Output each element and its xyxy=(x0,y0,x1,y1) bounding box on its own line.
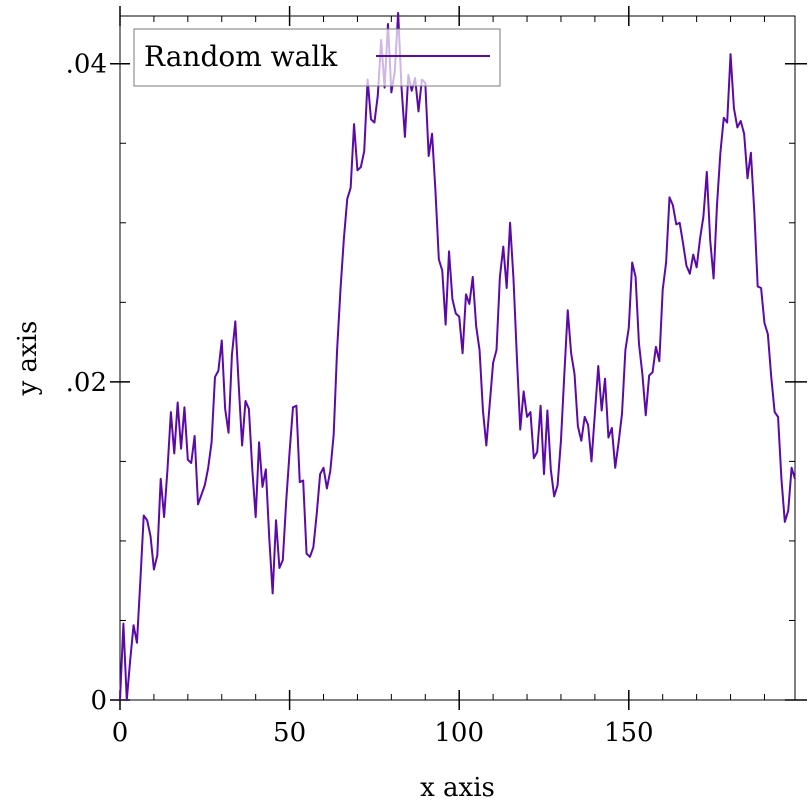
series-line-random-walk xyxy=(119,11,796,701)
x-tick-label: 50 xyxy=(273,718,306,748)
x-tick-label: 150 xyxy=(604,718,654,748)
plot-border xyxy=(119,15,796,701)
legend: Random walk xyxy=(133,28,501,87)
legend-box xyxy=(133,28,501,87)
x-tick-label: 100 xyxy=(434,718,484,748)
major-ticks xyxy=(110,6,807,710)
y-tick-label: .04 xyxy=(66,50,107,80)
minor-ticks xyxy=(120,16,795,700)
y-tick-label: 0 xyxy=(90,686,107,716)
x-tick-label: 0 xyxy=(112,718,129,748)
y-tick-label: .02 xyxy=(66,368,107,398)
x-axis-label: x axis xyxy=(420,773,495,803)
y-axis-label: y axis xyxy=(13,321,43,397)
series-lines xyxy=(119,11,796,701)
plot-frame xyxy=(119,15,796,701)
legend-entry-label: Random walk xyxy=(144,40,338,73)
tick-labels: 0 50 100 150 0 .02 .04 xyxy=(66,50,654,748)
